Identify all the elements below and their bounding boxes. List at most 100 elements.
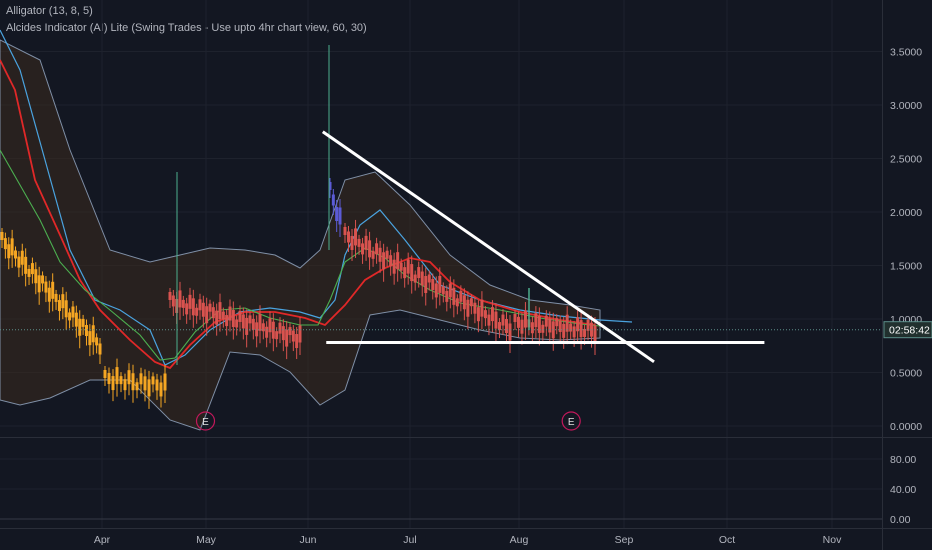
candle-body (354, 228, 358, 246)
badge-label: 02:58:42 (889, 325, 930, 337)
candle-body (258, 313, 262, 331)
candle-body (417, 267, 421, 279)
candle-body (57, 300, 61, 312)
candle-body (20, 250, 24, 265)
candle-body (371, 250, 375, 259)
candle-body (208, 303, 212, 312)
candle-body (271, 321, 275, 339)
candle-body (248, 315, 252, 324)
candle-body (14, 250, 18, 259)
candle-body (103, 370, 107, 378)
candle-body (523, 310, 527, 328)
candle-body (413, 274, 417, 283)
candle-body (438, 275, 442, 293)
event-marker-circle (561, 411, 581, 431)
candle-body (555, 318, 559, 327)
candle-body (420, 271, 424, 286)
candle-body (347, 231, 351, 243)
candle-body (74, 312, 78, 327)
candle-body (147, 379, 151, 397)
candle-body (459, 290, 463, 302)
candle-body (111, 376, 115, 391)
descending-trendline (321, 130, 655, 364)
candle-body (255, 322, 259, 337)
candle-body (27, 268, 31, 277)
candle-body (81, 318, 85, 327)
candle-body (275, 331, 279, 340)
candle-body (195, 307, 199, 316)
candle-body (445, 290, 449, 302)
candle-body (434, 283, 438, 298)
candle-body (389, 255, 393, 267)
candle-body (205, 306, 209, 324)
candle-body (572, 326, 576, 338)
candle-body (185, 303, 189, 315)
band-cloud (0, 39, 601, 431)
candle-body (392, 259, 396, 274)
candle-body (551, 321, 555, 339)
candle-body (0, 232, 4, 240)
candle-body (288, 327, 292, 336)
candle-body (155, 379, 159, 391)
candle-body (483, 310, 487, 319)
candle-body (261, 323, 265, 332)
candle-body (221, 311, 225, 320)
candle-body (473, 302, 477, 314)
candle-body (504, 319, 508, 334)
candle-body (497, 322, 501, 331)
time-tick-label: Apr (94, 534, 111, 546)
candle-body (441, 286, 445, 295)
candle-body (558, 321, 562, 333)
candle-body (490, 307, 494, 322)
event-marker-label: E (202, 417, 209, 428)
candle-body (143, 376, 147, 391)
candle-body (541, 324, 545, 333)
price-tick-label: 0.5000 (890, 368, 922, 380)
candle-body (410, 264, 414, 282)
candle-body (562, 323, 566, 338)
candle-body (78, 318, 82, 336)
candle-body (278, 322, 282, 334)
event-marker-circle (195, 411, 216, 431)
price-tick-label: 3.0000 (890, 100, 922, 112)
alligator-legend: Alligator (13, 8, 5) (6, 5, 93, 17)
candle-body (513, 314, 517, 322)
candle-body (159, 382, 163, 397)
candle-body (107, 373, 111, 385)
candle-body (37, 275, 41, 293)
candle-body (469, 298, 473, 307)
candle-body (41, 275, 45, 284)
candles (0, 178, 597, 409)
candle-body (586, 319, 590, 331)
candle-body (544, 315, 548, 327)
event-marker: E (195, 411, 216, 431)
candle-body (403, 267, 407, 279)
candle-body (235, 319, 239, 328)
candle-body (245, 317, 249, 335)
candle-body (338, 207, 342, 225)
candle-body (396, 252, 400, 270)
candle-body (285, 329, 289, 347)
candle-body (131, 373, 135, 391)
time-tick-label: Oct (719, 534, 735, 546)
candle-body (268, 318, 272, 333)
event-marker-label: E (568, 417, 575, 428)
candle-body (265, 326, 269, 338)
candle-body (583, 328, 587, 337)
candle-body (171, 295, 175, 307)
event-marker: E (561, 411, 581, 431)
candle-body (350, 235, 354, 250)
candle-body (361, 243, 365, 255)
candle-body (328, 182, 332, 190)
candle-body (462, 295, 466, 310)
candle-body (424, 276, 428, 294)
candle-body (530, 322, 534, 334)
candle-body (357, 238, 361, 247)
candle-body (44, 281, 48, 293)
candle-body (178, 290, 182, 308)
candle-body (335, 207, 339, 221)
candle-body (238, 310, 242, 322)
candle-body (295, 334, 299, 349)
candle-body (501, 314, 505, 326)
